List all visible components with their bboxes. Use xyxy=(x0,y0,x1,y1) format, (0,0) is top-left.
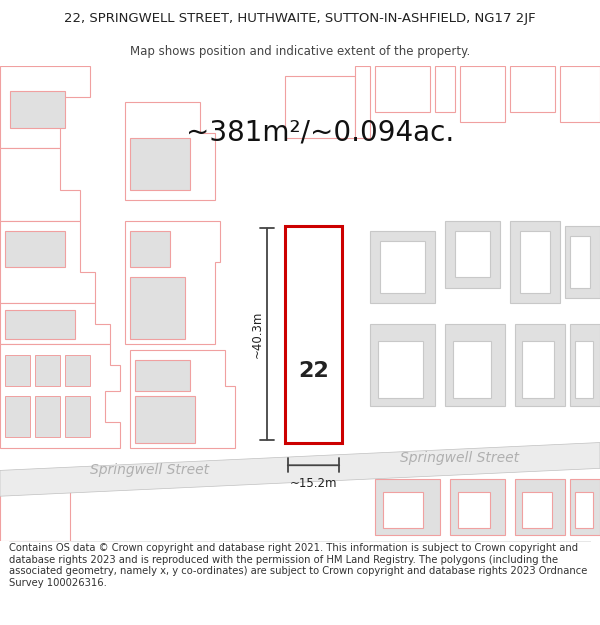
Polygon shape xyxy=(0,344,120,447)
Bar xyxy=(383,492,423,528)
Polygon shape xyxy=(0,148,80,221)
Bar xyxy=(575,341,593,398)
Text: 22, SPRINGWELL STREET, HUTHWAITE, SUTTON-IN-ASHFIELD, NG17 2JF: 22, SPRINGWELL STREET, HUTHWAITE, SUTTON… xyxy=(64,12,536,25)
Bar xyxy=(380,241,425,292)
Bar xyxy=(560,66,600,122)
Text: Contains OS data © Crown copyright and database right 2021. This information is : Contains OS data © Crown copyright and d… xyxy=(9,543,587,588)
Polygon shape xyxy=(0,442,600,496)
Bar xyxy=(375,66,430,112)
Bar xyxy=(453,341,491,398)
Bar xyxy=(570,324,600,406)
Bar xyxy=(135,360,190,391)
Bar xyxy=(285,226,342,442)
Bar xyxy=(5,355,30,386)
Bar xyxy=(65,355,90,386)
Text: Map shows position and indicative extent of the property.: Map shows position and indicative extent… xyxy=(130,45,470,58)
Text: ~381m²/~0.094ac.: ~381m²/~0.094ac. xyxy=(186,119,454,147)
Bar xyxy=(570,236,590,288)
Bar xyxy=(5,494,60,536)
Bar xyxy=(445,324,505,406)
Bar xyxy=(5,231,65,267)
Text: ~15.2m: ~15.2m xyxy=(290,478,337,491)
Polygon shape xyxy=(125,102,215,200)
Bar xyxy=(130,278,185,339)
Polygon shape xyxy=(0,303,110,344)
Text: ~40.3m: ~40.3m xyxy=(251,311,263,358)
Bar xyxy=(460,66,505,122)
Polygon shape xyxy=(285,76,355,138)
Bar xyxy=(135,396,195,442)
Polygon shape xyxy=(130,349,235,448)
Text: Springwell Street: Springwell Street xyxy=(400,451,520,465)
Bar xyxy=(510,221,560,303)
Bar xyxy=(450,479,505,536)
Bar xyxy=(510,66,555,112)
Bar xyxy=(435,66,455,112)
Bar xyxy=(375,479,440,536)
Bar xyxy=(522,492,552,528)
Bar xyxy=(445,221,500,288)
Bar xyxy=(5,474,60,489)
Bar xyxy=(520,231,550,292)
Polygon shape xyxy=(0,474,80,541)
Bar xyxy=(370,231,435,303)
Bar xyxy=(515,324,565,406)
Polygon shape xyxy=(0,66,90,148)
Polygon shape xyxy=(125,221,220,344)
Bar xyxy=(458,492,490,528)
Bar xyxy=(455,231,490,278)
Bar xyxy=(515,479,565,536)
Bar xyxy=(378,341,423,398)
Bar xyxy=(522,341,554,398)
Bar xyxy=(130,138,190,189)
Bar xyxy=(370,324,435,406)
Bar xyxy=(5,311,75,339)
Bar xyxy=(35,355,60,386)
Bar xyxy=(10,91,65,128)
Bar xyxy=(130,231,170,267)
Text: 22: 22 xyxy=(298,361,329,381)
Bar xyxy=(565,226,600,298)
Bar xyxy=(570,479,600,536)
Polygon shape xyxy=(0,221,95,303)
Bar xyxy=(355,66,370,138)
Bar xyxy=(575,492,593,528)
Text: Springwell Street: Springwell Street xyxy=(91,463,209,478)
Bar xyxy=(5,396,30,437)
Bar xyxy=(65,396,90,437)
Bar xyxy=(35,396,60,437)
